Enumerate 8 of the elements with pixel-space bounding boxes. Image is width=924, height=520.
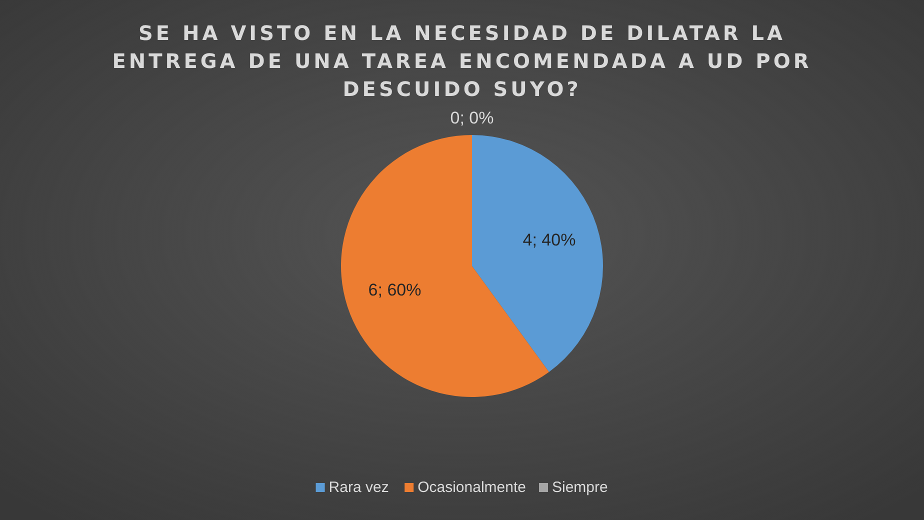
text: 0; 0%	[450, 108, 494, 128]
data-label: 6; 60%	[368, 280, 422, 300]
legend-label: Ocasionalmente	[418, 478, 526, 496]
legend-label: Siempre	[552, 478, 608, 496]
data-label: 4; 40%	[522, 230, 576, 250]
pie-slice	[472, 135, 603, 372]
legend-label: Rara vez	[328, 478, 389, 496]
chart-title: SE HA VISTO EN LA NECESIDAD DE DILATAR LA ENTREGA DE UNA TAREA ENCOMENDADA A UD POR DESCUIDO SUYO?	[112, 21, 812, 101]
